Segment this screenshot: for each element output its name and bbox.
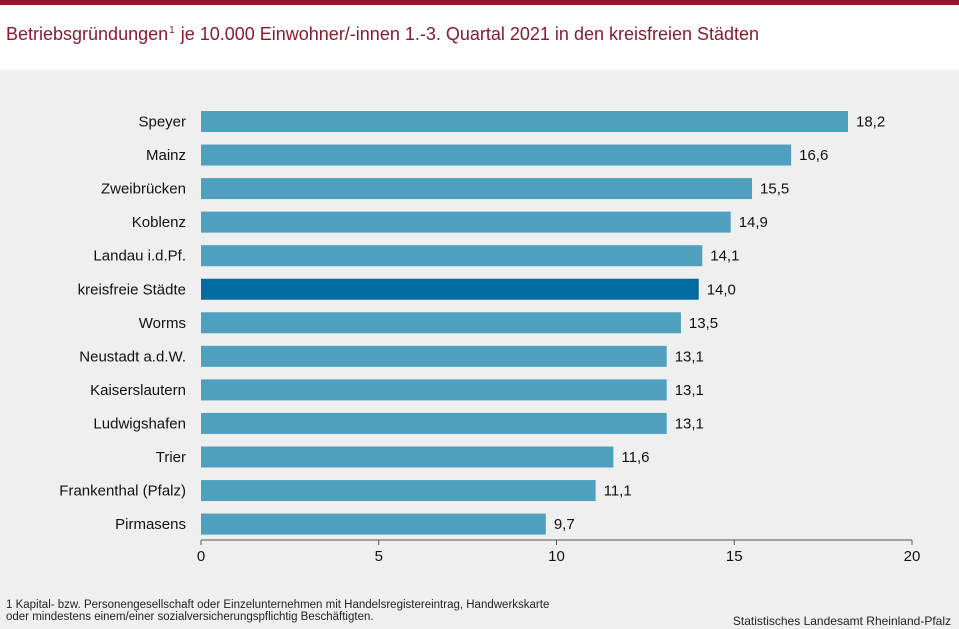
category-label: Mainz	[146, 147, 186, 164]
data-label: 13,1	[675, 415, 704, 432]
data-label: 14,9	[739, 214, 768, 231]
category-label: Worms	[139, 315, 186, 332]
data-label: 11,1	[604, 483, 632, 500]
data-label: 13,5	[689, 315, 718, 332]
bar	[201, 480, 596, 502]
data-label: 18,2	[856, 114, 885, 131]
x-tick-label: 0	[197, 548, 205, 565]
bar	[201, 111, 849, 132]
data-label: 13,1	[675, 348, 704, 365]
category-label: Koblenz	[132, 214, 186, 231]
bar	[201, 446, 614, 468]
data-label: 15,5	[760, 181, 789, 198]
chart-title: Betriebsgründungen1 je 10.000 Einwohner/…	[6, 24, 760, 44]
category-label: Frankenthal (Pfalz)	[59, 483, 186, 500]
x-tick-label: 20	[904, 548, 921, 565]
footnote-marker: 1	[169, 25, 175, 36]
category-label: Trier	[156, 449, 186, 466]
category-label: Speyer	[138, 114, 186, 131]
x-tick-label: 10	[548, 548, 565, 565]
x-tick-label: 15	[726, 548, 743, 565]
x-tick-label: 5	[375, 548, 383, 565]
bar	[201, 211, 731, 233]
category-label: Zweibrücken	[101, 181, 186, 198]
bar	[201, 513, 546, 535]
bar	[201, 379, 667, 401]
category-label: Neustadt a.d.W.	[79, 348, 186, 365]
bar	[201, 278, 699, 300]
data-label: 13,1	[675, 382, 704, 399]
source-note: Statistisches Landesamt Rheinland-Pfalz	[732, 614, 951, 628]
bar	[201, 412, 667, 434]
bar	[201, 245, 703, 267]
data-label: 14,0	[707, 281, 736, 298]
data-label: 16,6	[799, 147, 828, 164]
bar-chart: Speyer 18,2 Mainz 16,6 Zweibrücken 15,5 Koblen…	[59, 111, 921, 565]
category-label: Kaiserslautern	[90, 382, 186, 399]
bar	[201, 178, 753, 200]
data-label: 9,7	[554, 516, 575, 533]
data-label: 11,6	[621, 449, 649, 466]
title-band: Betriebsgründungen1 je 10.000 Einwohner/…	[0, 5, 959, 70]
footnote: 1 Kapital- bzw. Personengesellschaft ode…	[6, 599, 550, 623]
bar	[201, 345, 667, 367]
top-accent-bar	[0, 0, 959, 5]
category-label: Pirmasens	[115, 516, 186, 533]
data-label: 14,1	[710, 248, 739, 265]
category-label: kreisfreie Städte	[78, 281, 186, 298]
bar	[201, 144, 792, 166]
category-label: Ludwigshafen	[93, 415, 186, 432]
bar	[201, 312, 681, 334]
category-label: Landau i.d.Pf.	[93, 248, 186, 265]
